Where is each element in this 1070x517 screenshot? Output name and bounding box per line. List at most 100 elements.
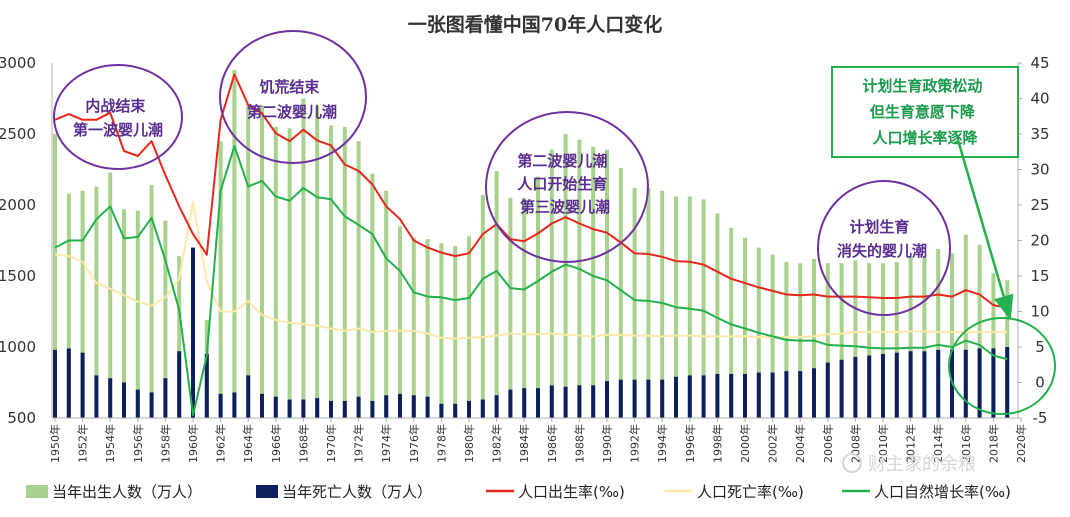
- x-tick-label: 1966年: [269, 424, 283, 463]
- x-tick-label: 1950年: [48, 424, 62, 463]
- annotation-circle-2: [219, 30, 367, 164]
- death-count-bar: [756, 372, 761, 418]
- birth-count-bar: [687, 196, 692, 418]
- annotation-1: 内战结束 第一波婴儿潮: [73, 97, 163, 139]
- birth-count-bar: [577, 139, 582, 418]
- death-count-bar: [770, 372, 775, 418]
- death-count-bar: [812, 368, 816, 418]
- death-count-bar: [646, 379, 651, 418]
- right-tick-label: 20: [1030, 232, 1049, 250]
- x-tick-label: 1994年: [655, 424, 669, 463]
- death-count-bar: [370, 400, 375, 418]
- birth-count-bar: [591, 146, 596, 418]
- death-count-bar: [674, 376, 678, 418]
- death-count-bar: [315, 398, 320, 418]
- legend-swatch-death-count: [256, 485, 278, 498]
- x-tick-label: 1972年: [352, 424, 366, 463]
- death-count-bar: [729, 373, 734, 418]
- death-count-bar: [549, 385, 554, 418]
- birth-count-bar: [936, 249, 941, 418]
- x-tick-label: 1986年: [545, 424, 559, 463]
- death-count-bar: [936, 349, 941, 418]
- death-count-bar: [356, 396, 361, 418]
- death-count-bar: [467, 400, 471, 418]
- left-axis-ticks: 500 1000 1500 2000 2500 3000: [0, 54, 36, 427]
- birth-count-bar: [480, 195, 485, 418]
- birth-count-bar: [867, 263, 872, 418]
- right-tick-label: 45: [1030, 54, 1049, 72]
- x-tick-label: 1984年: [517, 424, 531, 463]
- birth-count-bar: [273, 126, 278, 419]
- right-tick-label: 25: [1030, 196, 1049, 214]
- death-count-bar: [563, 386, 568, 418]
- birth-count-bar: [370, 173, 375, 418]
- x-tick-label: 2012年: [904, 424, 918, 463]
- death-count-bar: [287, 399, 292, 418]
- death-count-bar: [591, 385, 596, 418]
- birth-count-bar: [108, 172, 113, 418]
- death-count-bar: [715, 373, 720, 418]
- right-tick-label: 35: [1030, 125, 1049, 143]
- death-count-bar: [329, 400, 333, 418]
- x-tick-label: 1998年: [710, 424, 724, 463]
- death-count-bar: [687, 375, 692, 418]
- left-tick-label: 2500: [0, 125, 36, 143]
- death-count-bar: [618, 379, 623, 418]
- x-tick-label: 2014年: [931, 424, 945, 463]
- legend-label-death-count: 当年死亡人数（万人）: [282, 483, 432, 501]
- annotation-5-box: [831, 66, 1019, 158]
- birth-count-bar: [425, 239, 430, 418]
- birth-count-bar: [839, 263, 844, 418]
- right-tick-label: 5: [1035, 338, 1045, 356]
- death-count-bar: [273, 396, 278, 418]
- x-tick-label: 1978年: [434, 424, 448, 463]
- birth-count-bar: [135, 210, 140, 418]
- x-tick-label: 2020年: [1014, 424, 1028, 463]
- x-tick-label: 1960年: [186, 424, 200, 463]
- x-tick-label: 2006年: [821, 424, 835, 463]
- death-count-bar: [384, 395, 389, 418]
- birth-count-bar: [536, 176, 540, 418]
- death-count-bar: [480, 399, 485, 418]
- x-tick-label: 2002年: [766, 424, 780, 463]
- birth-count-bar: [508, 197, 513, 418]
- birth-count-bar: [149, 185, 154, 418]
- rate-lines: [54, 73, 1008, 417]
- death-count-bar: [398, 393, 402, 418]
- birth-count-bar: [853, 260, 858, 418]
- right-tick-label: 0: [1035, 374, 1045, 392]
- death-count-bar: [246, 375, 251, 418]
- annotation-circle-3: [485, 111, 649, 263]
- x-tick-label: 1952年: [76, 424, 90, 463]
- birth-count-bar: [232, 70, 237, 418]
- x-tick-label: 1974年: [379, 424, 393, 463]
- x-tick-label: 2018年: [986, 424, 1000, 463]
- death-count-bar: [853, 356, 858, 418]
- watermark-text: 财主家的余粮: [868, 454, 976, 475]
- death-count-bar: [743, 373, 747, 418]
- watermark: 财主家的余粮: [842, 453, 976, 475]
- death-count-bar: [53, 349, 57, 418]
- legend-label-death-rate: 人口死亡率(‰): [697, 483, 804, 501]
- right-tick-label: 10: [1030, 303, 1049, 321]
- x-tick-label: 1968年: [296, 424, 310, 463]
- x-tick-label: 1970年: [324, 424, 338, 463]
- birth-count-bar: [494, 170, 499, 418]
- death-count-bar: [881, 354, 885, 418]
- death-count-bar: [453, 403, 458, 418]
- death-count-bar: [660, 379, 665, 418]
- birth-count-bar: [453, 246, 458, 418]
- death-count-bar: [260, 393, 264, 418]
- x-tick-label: 1982年: [490, 424, 504, 463]
- birth-count-bar: [660, 190, 665, 418]
- death-count-bar: [536, 388, 540, 418]
- death-count-bar: [218, 393, 223, 418]
- legend-label-natural-growth: 人口自然增长率(‰): [874, 483, 1011, 501]
- death-count-bar: [135, 389, 140, 418]
- left-tick-label: 3000: [0, 54, 36, 72]
- chart-title: 一张图看懂中国70年人口变化: [408, 13, 662, 36]
- death-count-bar: [632, 379, 637, 418]
- death-count-bar: [701, 375, 706, 418]
- birth-count-bar: [122, 209, 126, 418]
